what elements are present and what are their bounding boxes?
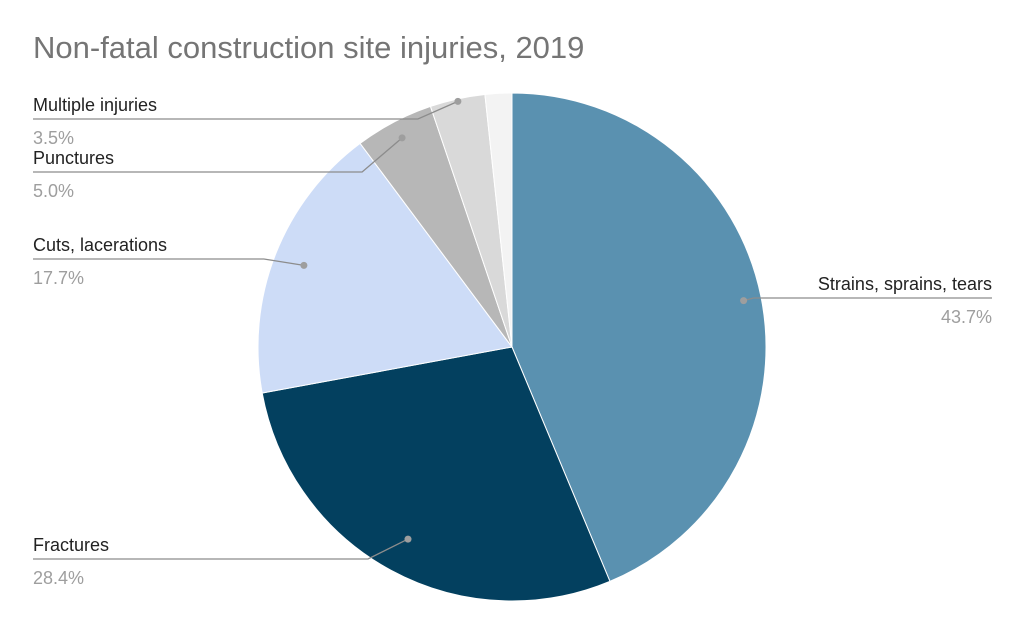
slice-label: Punctures xyxy=(33,148,114,168)
callout-dot xyxy=(398,134,406,142)
pie-slices xyxy=(257,92,767,602)
slice-label: Cuts, lacerations xyxy=(33,235,167,255)
callout-dot xyxy=(404,535,412,543)
slice-label: Multiple injuries xyxy=(33,95,157,115)
pie-slice-other xyxy=(484,92,513,348)
pie-slice-strains-sprains-tears xyxy=(511,92,767,583)
pie-slice-cuts-lacerations xyxy=(257,142,513,394)
slice-percent-label: 43.7% xyxy=(941,307,992,327)
callout-line xyxy=(743,297,992,302)
slice-percent-label: 17.7% xyxy=(33,268,84,288)
callout-line xyxy=(33,258,305,267)
chart-title: Non-fatal construction site injuries, 20… xyxy=(33,30,585,65)
slice-label: Fractures xyxy=(33,535,109,555)
callout-dot xyxy=(740,297,748,305)
callout-dot xyxy=(454,97,462,105)
slice-percent-label: 28.4% xyxy=(33,568,84,588)
pie-slice-fractures xyxy=(261,346,611,602)
slice-percent-label: 5.0% xyxy=(33,181,74,201)
callout-line xyxy=(33,538,409,560)
callout-line xyxy=(33,137,403,173)
pie-callouts: Strains, sprains, tears 43.7% Fractures 28.… xyxy=(33,95,992,588)
slice-percent-label: 3.5% xyxy=(33,128,74,148)
callout-dot xyxy=(300,261,308,269)
callout-line xyxy=(33,100,459,120)
slice-label: Strains, sprains, tears xyxy=(818,274,992,294)
